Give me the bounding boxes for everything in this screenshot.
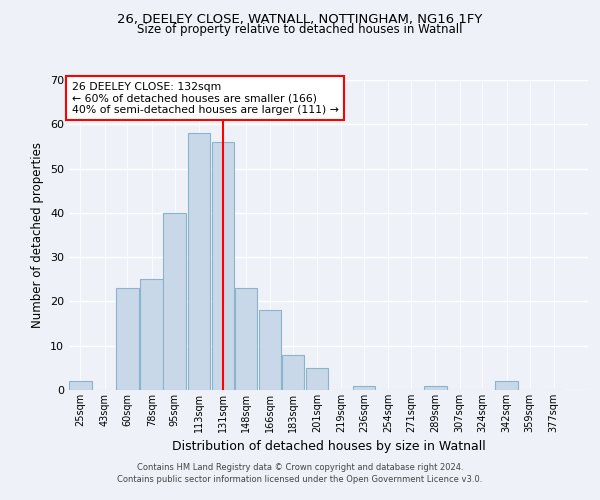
Bar bbox=[424, 386, 446, 390]
Bar bbox=[69, 381, 92, 390]
Text: 26 DEELEY CLOSE: 132sqm
← 60% of detached houses are smaller (166)
40% of semi-d: 26 DEELEY CLOSE: 132sqm ← 60% of detache… bbox=[71, 82, 338, 115]
Text: Contains HM Land Registry data © Crown copyright and database right 2024.: Contains HM Land Registry data © Crown c… bbox=[137, 462, 463, 471]
Bar bbox=[496, 381, 518, 390]
Text: Size of property relative to detached houses in Watnall: Size of property relative to detached ho… bbox=[137, 22, 463, 36]
Text: Contains public sector information licensed under the Open Government Licence v3: Contains public sector information licen… bbox=[118, 475, 482, 484]
Y-axis label: Number of detached properties: Number of detached properties bbox=[31, 142, 44, 328]
Bar bbox=[116, 288, 139, 390]
X-axis label: Distribution of detached houses by size in Watnall: Distribution of detached houses by size … bbox=[172, 440, 485, 454]
Bar bbox=[306, 368, 328, 390]
Bar bbox=[140, 280, 163, 390]
Bar bbox=[281, 354, 304, 390]
Bar bbox=[212, 142, 234, 390]
Bar bbox=[259, 310, 281, 390]
Bar bbox=[353, 386, 376, 390]
Bar bbox=[188, 133, 210, 390]
Bar bbox=[235, 288, 257, 390]
Text: 26, DEELEY CLOSE, WATNALL, NOTTINGHAM, NG16 1FY: 26, DEELEY CLOSE, WATNALL, NOTTINGHAM, N… bbox=[118, 12, 482, 26]
Bar bbox=[163, 213, 186, 390]
